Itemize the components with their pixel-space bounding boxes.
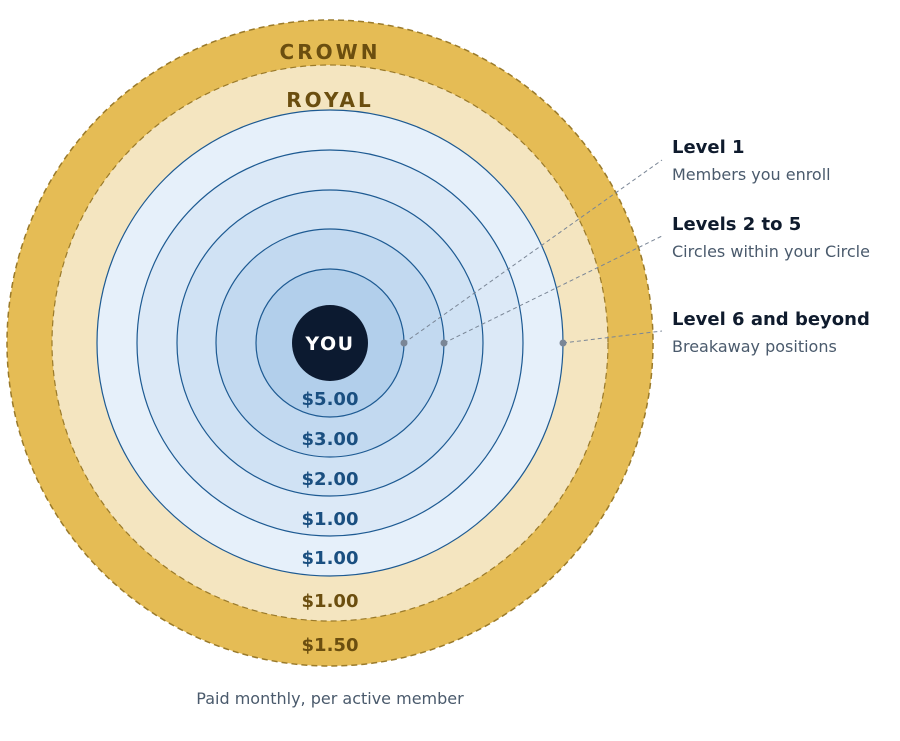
- you-center: [292, 305, 368, 381]
- crown-label: CROWN: [280, 40, 381, 64]
- level-3-value: $2.00: [302, 469, 359, 490]
- crown-value: $1.50: [302, 635, 359, 656]
- royal-value: $1.00: [302, 591, 359, 612]
- leader-line-levels-2-5: [443, 235, 663, 344]
- level-4-value: $1.00: [302, 509, 359, 530]
- leader-line-level-1: [403, 159, 663, 344]
- leader-dot-levels-2-5: [440, 339, 448, 347]
- level-2-value: $3.00: [302, 429, 359, 450]
- callout-level-6-title: Level 6 and beyond: [672, 309, 870, 330]
- level-5-value: $1.00: [302, 548, 359, 569]
- royal-label: ROYAL: [286, 88, 373, 112]
- leader-dot-level-6: [559, 339, 567, 347]
- footer-note: Paid monthly, per active member: [196, 689, 464, 708]
- leader-dot-level-1: [400, 339, 408, 347]
- leader-line-level-6: [562, 330, 663, 344]
- callout-level-1-title: Level 1: [672, 137, 745, 158]
- you-label: YOU: [304, 333, 354, 355]
- callout-levels-2-5-title: Levels 2 to 5: [672, 214, 801, 235]
- level-1-value: $5.00: [302, 389, 359, 410]
- callout-level-1-subtitle: Members you enroll: [672, 165, 831, 184]
- callout-level-6-subtitle: Breakaway positions: [672, 337, 837, 356]
- callout-levels-2-5-subtitle: Circles within your Circle: [672, 242, 870, 261]
